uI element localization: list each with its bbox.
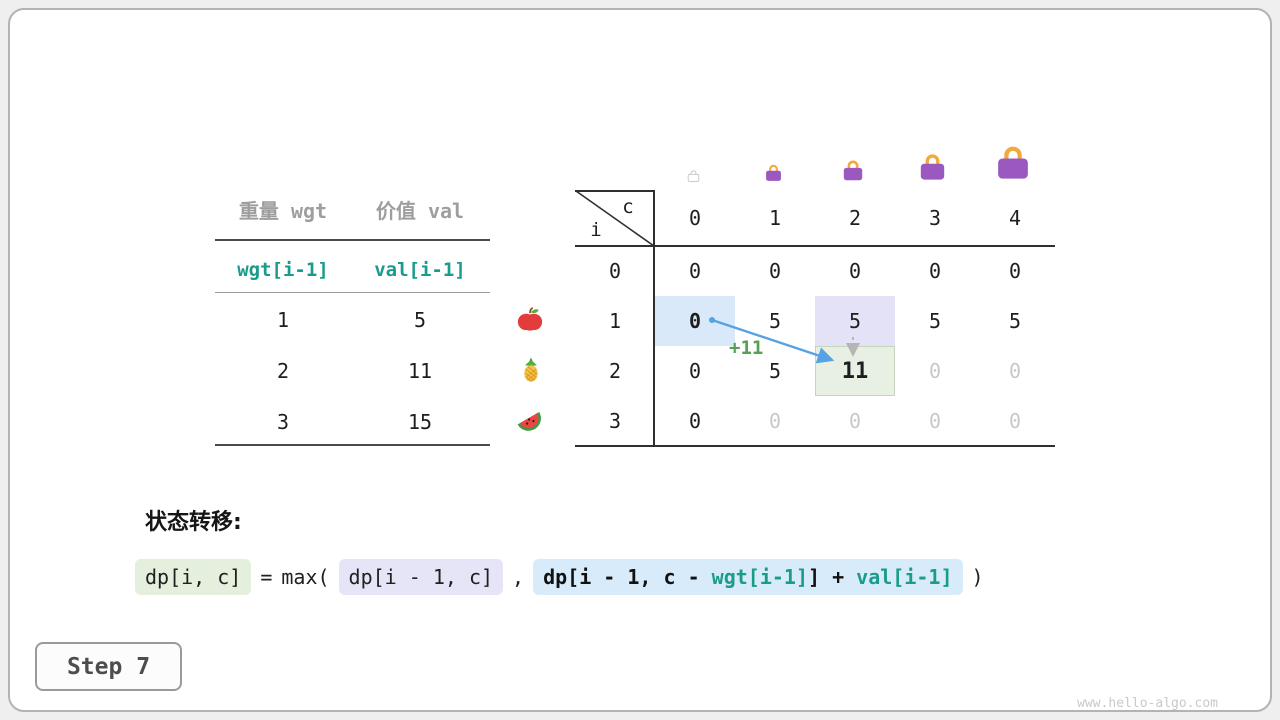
dp-cell-2-3: 0: [928, 359, 942, 383]
items-header-wgt: 重量 wgt: [238, 199, 328, 223]
item-1-wgt: 1: [276, 308, 290, 332]
formula-take-mid: ] +: [808, 565, 857, 589]
dp-cell-0-0: 0: [688, 259, 702, 283]
empty-bag-icon: [687, 170, 700, 182]
dp-row-header-3: 3: [608, 409, 622, 433]
take-arrow: [709, 317, 835, 364]
dp-cell-1-2: 5: [815, 296, 895, 346]
formula-close-paren: ): [971, 565, 984, 589]
item-3-val: 15: [407, 410, 433, 434]
formula-option-keep: dp[i - 1, c]: [338, 559, 504, 595]
corner-row-var: i: [590, 219, 602, 241]
formula-take-prefix: dp[i - 1, c -: [543, 565, 712, 589]
watermark: www.hello-algo.com: [1077, 696, 1218, 711]
item-3-wgt: 3: [276, 410, 290, 434]
dp-cell-1-4: 5: [1008, 309, 1022, 333]
param-val: val[i-1]: [374, 259, 466, 281]
dp-cell-1-3: 5: [928, 309, 942, 333]
dp-row-header-2: 2: [608, 359, 622, 383]
corner-col-var: c: [622, 196, 634, 218]
dp-cell-3-4: 0: [1008, 409, 1022, 433]
dp-cell-2-0: 0: [688, 359, 702, 383]
item-2-val: 11: [407, 359, 433, 383]
dp-cell-0-3: 0: [928, 259, 942, 283]
dp-col-header-4: 4: [1008, 206, 1022, 230]
transition-formula: dp[i, c] = max( dp[i - 1, c] , dp[i - 1,…: [135, 559, 984, 595]
dp-row-header-1: 1: [608, 309, 622, 333]
dp-cell-0-4: 0: [1008, 259, 1022, 283]
item-1-val: 5: [413, 308, 427, 332]
plus-value-label: +11: [729, 337, 764, 359]
item-2-wgt: 2: [276, 359, 290, 383]
dp-col-header-2: 2: [848, 206, 862, 230]
dp-col-header-3: 3: [928, 206, 942, 230]
formula-take-wgt: wgt[i-1]: [711, 565, 808, 589]
param-wgt: wgt[i-1]: [237, 259, 329, 281]
dp-col-header-1: 1: [768, 206, 782, 230]
bag-icon: [843, 160, 863, 181]
divider: [575, 190, 655, 192]
step-button[interactable]: Step 7: [35, 642, 182, 691]
dp-cell-3-2: 0: [848, 409, 862, 433]
bag-icon: [920, 154, 945, 180]
pineapple-icon: [524, 357, 538, 382]
divider: [215, 292, 490, 293]
dp-cell-2-1: 5: [768, 359, 782, 383]
dp-cell-0-2: 0: [848, 259, 862, 283]
formula-max-open: max(: [281, 565, 330, 589]
apple-icon: [517, 306, 543, 331]
formula-equals: =: [260, 565, 273, 589]
divider: [215, 239, 490, 241]
watermelon-icon: [517, 412, 541, 431]
divider: [575, 445, 1055, 447]
formula-take-val: val[i-1]: [856, 565, 953, 589]
formula-option-take: dp[i - 1, c - wgt[i-1]] + val[i-1]: [533, 559, 963, 595]
dp-cell-2-4: 0: [1008, 359, 1022, 383]
dp-cell-0-1: 0: [768, 259, 782, 283]
dp-col-header-0: 0: [688, 206, 702, 230]
dp-cell-3-0: 0: [688, 409, 702, 433]
dp-cell-1-0: 0: [655, 296, 735, 346]
transition-title: 状态转移:: [145, 510, 242, 535]
formula-comma: ,: [512, 565, 525, 589]
corner-diagonal: [575, 190, 655, 247]
items-header-val: 价值 val: [375, 199, 465, 223]
dp-cell-3-1: 0: [768, 409, 782, 433]
dp-cell-1-1: 5: [768, 309, 782, 333]
bag-icon: [766, 164, 781, 181]
arrows-overlay: [709, 317, 860, 364]
dp-cell-3-3: 0: [928, 409, 942, 433]
formula-lhs: dp[i, c]: [135, 559, 252, 595]
divider: [215, 444, 490, 446]
divider: [575, 245, 1055, 247]
divider: [653, 190, 655, 447]
bag-icon: [998, 146, 1028, 179]
dp-row-header-0: 0: [608, 259, 622, 283]
